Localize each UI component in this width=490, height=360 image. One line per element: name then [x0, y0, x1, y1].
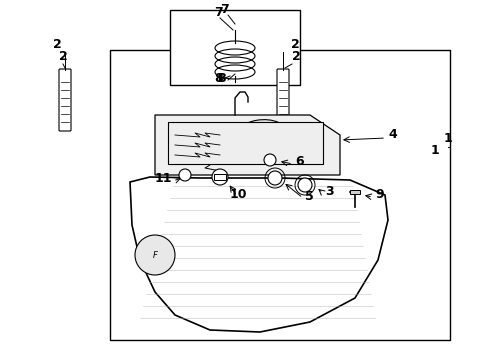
Circle shape	[179, 169, 191, 181]
Ellipse shape	[230, 120, 290, 160]
Bar	[110, 50, 450, 340]
Circle shape	[298, 178, 312, 192]
Circle shape	[252, 124, 288, 160]
Circle shape	[264, 154, 276, 166]
Text: 8: 8	[218, 72, 226, 85]
Text: 10: 10	[230, 188, 247, 201]
Text: 8: 8	[214, 72, 222, 85]
Text: 6: 6	[295, 155, 304, 168]
Text: F: F	[152, 251, 157, 260]
Bar	[214, 174, 226, 180]
Text: 2: 2	[292, 50, 300, 63]
Text: 11: 11	[154, 172, 172, 185]
Circle shape	[268, 171, 282, 185]
Text: 2: 2	[59, 50, 68, 63]
Text: 7: 7	[214, 6, 223, 19]
Text: 1: 1	[431, 144, 440, 157]
Circle shape	[212, 169, 228, 185]
Text: 3: 3	[325, 185, 334, 198]
Text: 4: 4	[388, 128, 397, 141]
Text: 1: 1	[443, 132, 452, 145]
FancyBboxPatch shape	[59, 69, 71, 131]
Bar	[170, 10, 300, 85]
FancyBboxPatch shape	[277, 69, 289, 131]
Polygon shape	[130, 177, 388, 332]
Polygon shape	[155, 115, 340, 175]
Circle shape	[135, 235, 175, 275]
Bar	[168, 122, 323, 164]
Text: 2: 2	[53, 38, 62, 51]
Text: 2: 2	[291, 38, 300, 51]
Text: 7: 7	[220, 3, 228, 16]
Text: 5: 5	[305, 190, 314, 203]
Text: 9: 9	[375, 188, 384, 201]
Bar	[350, 190, 360, 194]
Circle shape	[260, 132, 280, 152]
